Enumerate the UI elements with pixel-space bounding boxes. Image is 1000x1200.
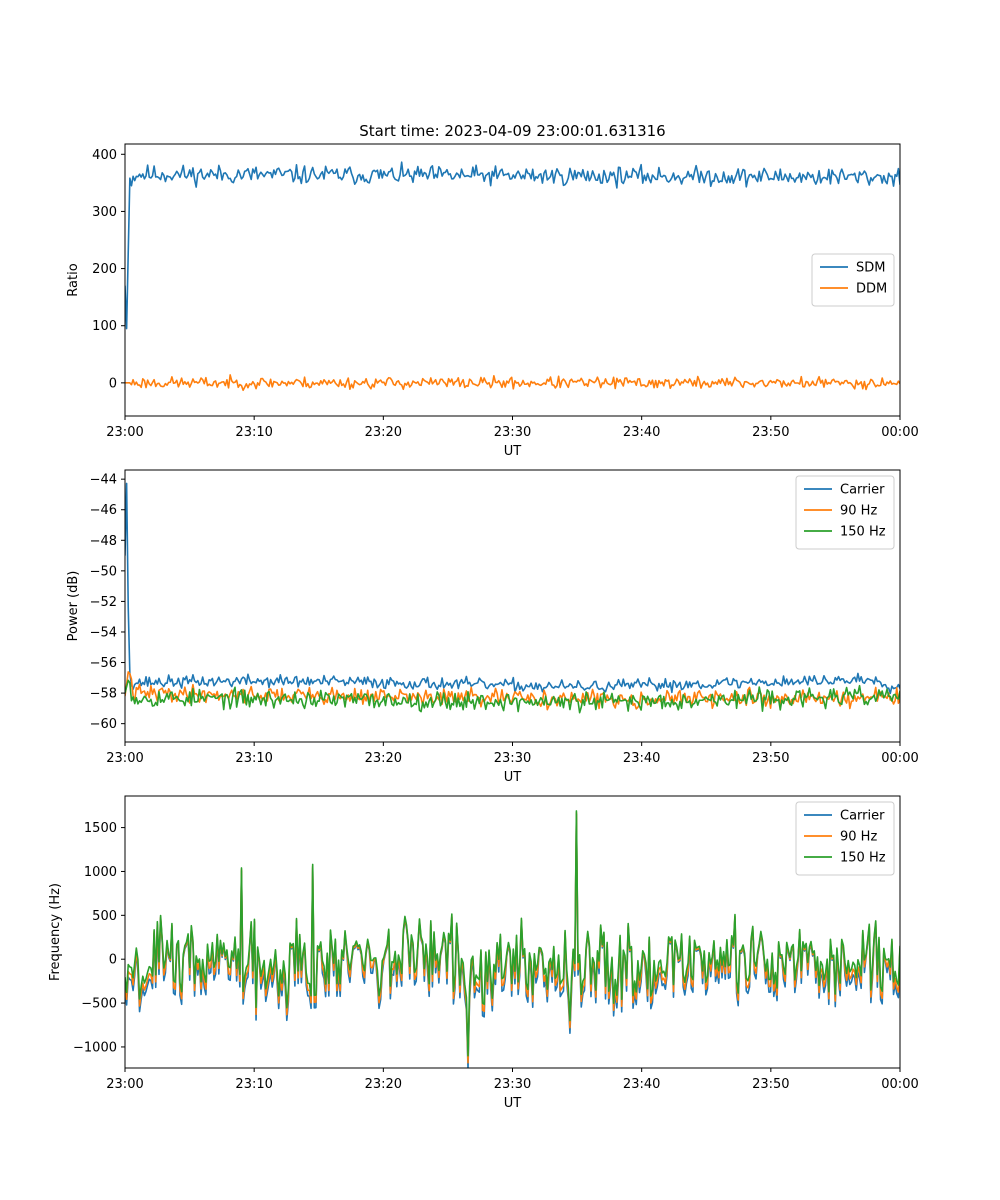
y-tick-label: 200 <box>92 262 117 277</box>
y-tick-label: −500 <box>81 997 117 1012</box>
y-tick-label: 0 <box>109 376 117 391</box>
y-tick-label: −48 <box>90 534 117 549</box>
x-tick-label: 00:00 <box>881 751 918 766</box>
y-tick-label: 0 <box>109 953 117 968</box>
y-tick-label: 1500 <box>84 821 117 836</box>
y-tick-label: 300 <box>92 205 117 220</box>
x-tick-label: 23:10 <box>235 425 272 440</box>
y-tick-label: −60 <box>90 717 117 732</box>
series-group <box>125 810 900 1068</box>
legend-label: 150 Hz <box>840 851 886 866</box>
legend-label: 150 Hz <box>840 525 886 540</box>
legend: Carrier 90 Hz 150 Hz <box>795 801 895 876</box>
x-tick-label: 23:20 <box>365 1077 402 1092</box>
y-tick-label: 1000 <box>84 865 117 880</box>
panel-3: 23:00 23:10 23:20 23:30 23:40 23:50 00:00 −1000… <box>48 795 919 1111</box>
x-tick-label: 23:20 <box>365 425 402 440</box>
x-tick-label: 23:00 <box>106 1077 143 1092</box>
legend-label: 90 Hz <box>840 830 877 845</box>
y-tick-label: −52 <box>90 595 117 610</box>
x-tick-label: 00:00 <box>881 425 918 440</box>
y-tick-label: −56 <box>90 656 117 671</box>
series-line-150-hz <box>125 679 900 714</box>
series-line-150-hz <box>125 810 900 1057</box>
y-tick-label: −54 <box>90 625 117 640</box>
x-tick-label: 23:50 <box>752 751 789 766</box>
y-axis-label: Ratio <box>66 263 81 296</box>
x-axis-label: UT <box>504 1096 522 1111</box>
y-tick-label: 500 <box>92 909 117 924</box>
legend-label: DDM <box>856 282 887 297</box>
y-axis-label: Power (dB) <box>66 571 81 642</box>
legend: Carrier 90 Hz 150 Hz <box>795 475 895 550</box>
x-tick-label: 23:10 <box>235 751 272 766</box>
series-line-ddm <box>125 374 900 392</box>
x-tick-label: 23:00 <box>106 425 143 440</box>
legend-label: SDM <box>856 261 885 276</box>
x-tick-label: 23:30 <box>494 1077 531 1092</box>
x-tick-label: 23:50 <box>752 1077 789 1092</box>
x-tick-label: 23:40 <box>623 1077 660 1092</box>
legend-label: Carrier <box>840 483 885 498</box>
figure-title: Start time: 2023-04-09 23:00:01.631316 <box>359 122 665 140</box>
legend-label: 90 Hz <box>840 504 877 519</box>
x-axis-label: UT <box>504 770 522 785</box>
panels: 23:00 23:10 23:20 23:30 23:40 23:50 00:00 0 100 2… <box>48 143 919 1111</box>
plot-frame <box>124 143 901 417</box>
y-tick-label: −44 <box>90 473 117 488</box>
series-group <box>125 482 900 714</box>
series-line-carrier <box>125 482 900 695</box>
y-tick-label: −50 <box>90 564 117 579</box>
x-tick-label: 23:10 <box>235 1077 272 1092</box>
legend: SDM DDM <box>811 253 895 307</box>
y-axis-label: Frequency (Hz) <box>48 883 63 981</box>
series-line-90-hz <box>125 811 900 1064</box>
y-tick-label: −46 <box>90 503 117 518</box>
x-tick-label: 00:00 <box>881 1077 918 1092</box>
y-tick-label: −58 <box>90 687 117 702</box>
x-tick-label: 23:00 <box>106 751 143 766</box>
y-tick-label: −1000 <box>73 1040 117 1055</box>
series-line-sdm <box>125 161 900 330</box>
x-tick-label: 23:50 <box>752 425 789 440</box>
series-group <box>125 161 900 392</box>
x-tick-label: 23:40 <box>623 751 660 766</box>
panel-2: 23:00 23:10 23:20 23:30 23:40 23:50 00:00 −60 −5… <box>66 469 919 785</box>
x-axis-label: UT <box>504 444 522 459</box>
x-tick-label: 23:30 <box>494 751 531 766</box>
x-tick-label: 23:40 <box>623 425 660 440</box>
panel-1: 23:00 23:10 23:20 23:30 23:40 23:50 00:00 0 100 2… <box>66 143 919 459</box>
legend-label: Carrier <box>840 809 885 824</box>
y-tick-label: 400 <box>92 148 117 163</box>
x-tick-label: 23:20 <box>365 751 402 766</box>
y-tick-label: 100 <box>92 319 117 334</box>
x-tick-label: 23:30 <box>494 425 531 440</box>
